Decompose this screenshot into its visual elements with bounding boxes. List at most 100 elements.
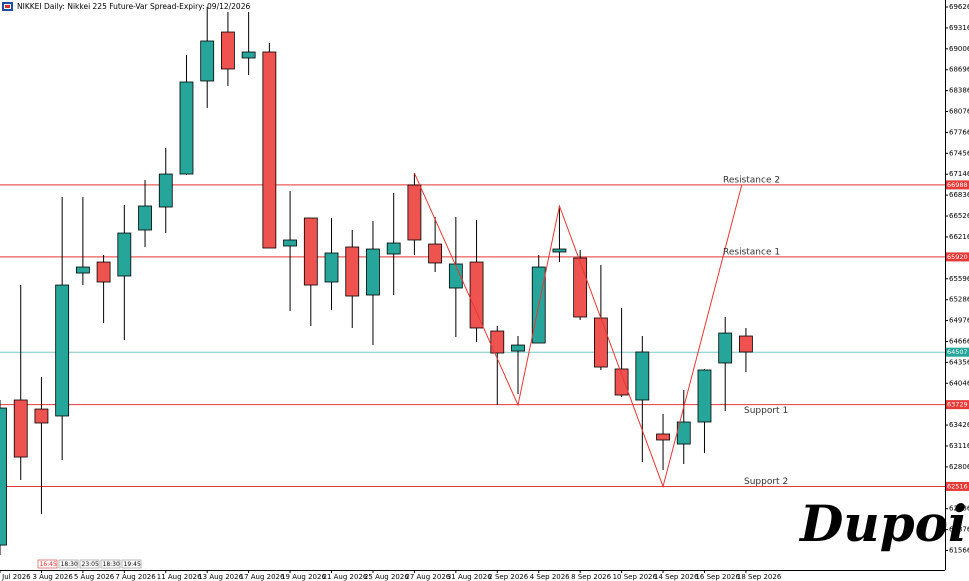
candle-body xyxy=(656,433,670,441)
price-tag xyxy=(946,347,969,357)
x-tick-label: 7 Aug 2026 xyxy=(115,573,156,581)
candle-body xyxy=(739,335,753,353)
logo: Dupoin xyxy=(798,494,969,553)
candle-body xyxy=(55,284,70,417)
level-label: Resistance 1 xyxy=(723,247,780,257)
x-tick-label: 4 Sep 2026 xyxy=(530,573,570,581)
x-tick-label: 18 Sep 2026 xyxy=(737,573,782,581)
candle-body xyxy=(34,408,49,424)
time-label: 18:30 xyxy=(61,561,78,568)
candle-body xyxy=(345,246,360,297)
price-tag xyxy=(946,400,969,410)
x-tick-label: 11 Aug 2026 xyxy=(157,573,202,581)
x-tick-label: 3 Aug 2026 xyxy=(32,573,73,581)
x-tick-label: 25 Aug 2026 xyxy=(364,573,409,581)
price-tag-label: 66988 xyxy=(947,181,968,189)
x-tick-label: 14 Sep 2026 xyxy=(654,573,699,581)
price-tag xyxy=(946,180,969,190)
candle-body xyxy=(614,368,629,396)
candle-body xyxy=(241,51,256,59)
x-tick-label: 30 Jul 2026 xyxy=(0,573,31,581)
time-label: 23:05 xyxy=(82,561,99,568)
time-box xyxy=(37,559,58,569)
candle-body xyxy=(718,332,733,364)
candle-body xyxy=(386,242,401,255)
x-tick-label: 27 Aug 2026 xyxy=(405,573,450,581)
candle-body xyxy=(138,205,152,231)
candle-body xyxy=(635,351,650,401)
level-label: Support 2 xyxy=(744,477,788,487)
price-tag-label: 64507 xyxy=(947,348,968,356)
x-tick-label: 21 Aug 2026 xyxy=(323,573,368,581)
time-box xyxy=(79,559,100,569)
candle-body xyxy=(428,243,443,264)
candle-body xyxy=(262,51,277,249)
candle-body xyxy=(13,399,28,458)
candle-body xyxy=(200,40,215,82)
zigzag-line xyxy=(413,172,743,489)
candle-body xyxy=(448,263,463,289)
candle-body xyxy=(407,184,422,241)
time-label: 16:45 xyxy=(40,561,57,568)
candle-body xyxy=(366,248,380,296)
candle-body xyxy=(221,31,235,70)
price-tag xyxy=(946,481,969,491)
candle-body xyxy=(117,232,132,277)
candle-body xyxy=(552,248,567,253)
candle-body xyxy=(697,369,712,423)
candle-body xyxy=(0,407,7,546)
price-tag-label: 63729 xyxy=(947,401,968,409)
candle-body xyxy=(490,330,505,354)
x-tick-label: 5 Aug 2026 xyxy=(74,573,115,581)
candle-body xyxy=(75,266,90,274)
y-tick-label: 69626 xyxy=(949,3,969,11)
price-tag xyxy=(946,252,969,262)
time-label: 19:45 xyxy=(124,561,141,568)
time-box xyxy=(121,559,142,569)
price-tag-label: 62516 xyxy=(947,482,968,490)
time-box xyxy=(100,559,121,569)
x-tick-label: 13 Aug 2026 xyxy=(198,573,243,581)
candle-body xyxy=(179,81,194,175)
time-box xyxy=(58,559,79,569)
x-tick-label: 8 Sep 2026 xyxy=(571,573,611,581)
x-tick-label: 2 Sep 2026 xyxy=(488,573,528,581)
candle-body xyxy=(573,257,588,318)
chart-title: NIKKEI Daily: Nikkei 225 Future-Var Spre… xyxy=(17,2,250,11)
candle-body xyxy=(283,239,297,247)
x-tick-label: 31 Aug 2026 xyxy=(447,573,492,581)
x-tick-label: 17 Aug 2026 xyxy=(240,573,285,581)
candle-body xyxy=(469,261,484,329)
candle-body xyxy=(303,217,318,286)
icon-dot xyxy=(5,5,10,8)
candle-body xyxy=(96,261,111,283)
candle-body xyxy=(511,344,525,352)
x-tick-label: 19 Aug 2026 xyxy=(281,573,326,581)
time-label: 18:30 xyxy=(103,561,120,568)
